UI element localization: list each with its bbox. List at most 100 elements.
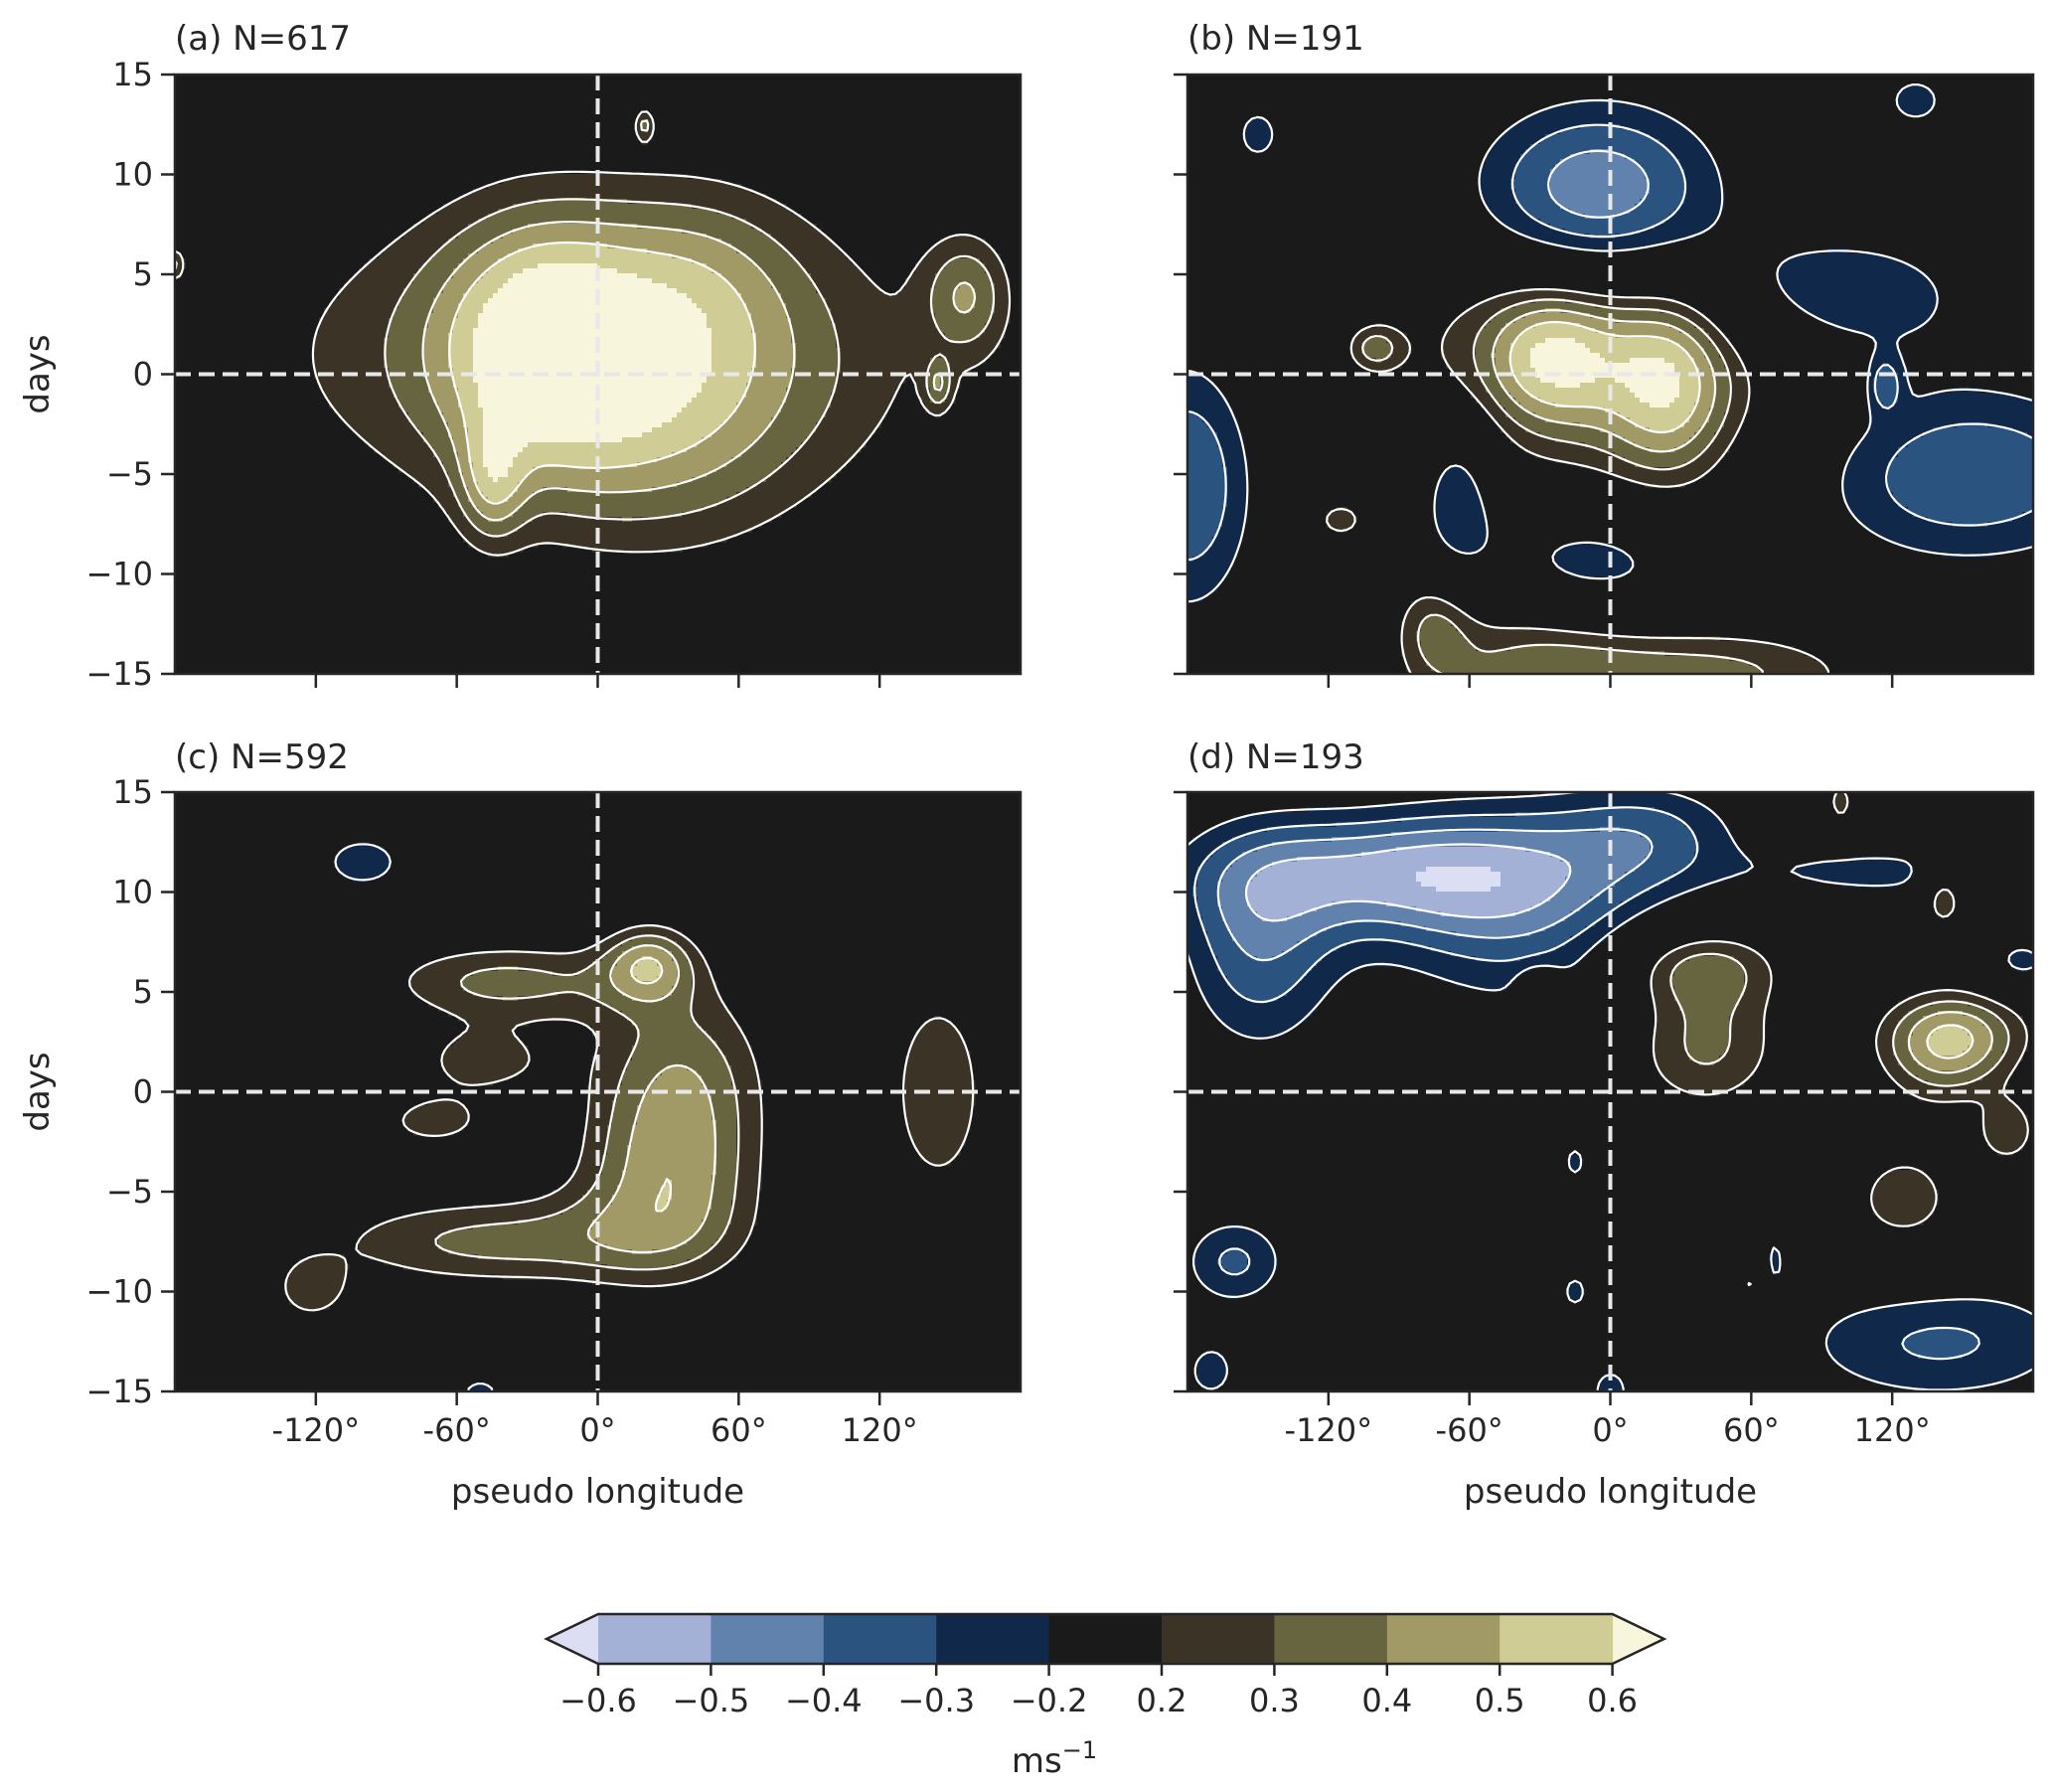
panel-d-xtick-label: 120° bbox=[1854, 1411, 1931, 1449]
panel-d-contours bbox=[1187, 792, 2033, 1391]
panel-a-ticks: 15 10 5 0 −5 −10 −15 bbox=[85, 56, 881, 693]
panel-c-contours bbox=[284, 842, 976, 1391]
colorbar-cell bbox=[823, 1614, 937, 1664]
panel-a-plot bbox=[173, 73, 1023, 676]
contour-line-pos-0p4 bbox=[1907, 1011, 1993, 1074]
panel-c-title: (c) N=592 bbox=[175, 737, 349, 777]
colorbar-cell bbox=[1500, 1614, 1614, 1664]
panel-c-filled-contours bbox=[284, 842, 976, 1391]
colorbar-cells bbox=[544, 1612, 1667, 1666]
colorbar-cell bbox=[936, 1614, 1050, 1664]
contour-line-pos-0p5 bbox=[448, 241, 756, 505]
panel-d-plot bbox=[1185, 790, 2035, 1393]
panel-c-xtick-label: -120° bbox=[272, 1411, 361, 1449]
panel-d: (d) N=193 -120° -60° 0° 60° 120° pseudo long… bbox=[1174, 737, 2035, 1512]
panel-d-xtick-label: 60° bbox=[1723, 1411, 1780, 1449]
panel-a-contour-lines bbox=[175, 110, 1012, 557]
panel-d-xtick-label: -120° bbox=[1285, 1411, 1373, 1449]
colorbar-tick-label: 0.4 bbox=[1361, 1682, 1412, 1719]
contour-line-pos-0p3 bbox=[175, 119, 996, 538]
contour-line-pos-0p4 bbox=[586, 944, 716, 1254]
panel-c-ytick-label: 5 bbox=[133, 973, 153, 1011]
colorbar: −0.6 −0.5 −0.4 −0.3 −0.2 0.2 0.3 0.4 0.5 0.6 ms−1 bbox=[544, 1612, 1667, 1781]
colorbar-cell bbox=[1274, 1614, 1388, 1664]
contour-line-neg-0p2 bbox=[334, 843, 494, 1391]
colorbar-tick-label: −0.4 bbox=[785, 1682, 863, 1719]
panel-a-title: (a) N=617 bbox=[175, 19, 351, 59]
panel-c-ytick-label: −10 bbox=[85, 1273, 153, 1311]
contour-line-neg-0p2 bbox=[1187, 792, 2033, 1391]
panel-b-filled-contours bbox=[1187, 84, 2033, 674]
panel-c-ylabel: days bbox=[18, 1052, 58, 1131]
panel-a: (a) N=617 15 10 5 0 −5 −10 −15 days bbox=[18, 19, 1023, 693]
colorbar-cell bbox=[1386, 1614, 1501, 1664]
colorbar-cell bbox=[1162, 1614, 1275, 1664]
panel-a-ytick-label: 10 bbox=[112, 156, 153, 194]
panel-a-ytick-label: 15 bbox=[112, 56, 153, 93]
panel-c-ytick-label: 10 bbox=[112, 874, 153, 911]
panel-b-title: (b) N=191 bbox=[1187, 19, 1364, 59]
contour-line-pos-0p3 bbox=[1361, 298, 1765, 674]
colorbar-unit-exp: −1 bbox=[1062, 1736, 1097, 1764]
colorbar-tick-label: −0.2 bbox=[1011, 1682, 1088, 1719]
panel-b-plot bbox=[1185, 73, 2035, 676]
panel-b-ticks bbox=[1174, 73, 1894, 688]
panel-c-ytick-label: 0 bbox=[133, 1073, 153, 1111]
panel-c-ticks: -120° -60° 0° 60° 120° 15 10 5 0 −5 −10 −15 bbox=[85, 773, 917, 1449]
panel-a-ytick-label: −15 bbox=[85, 655, 153, 693]
panel-c-xtick-label: 0° bbox=[579, 1411, 615, 1449]
colorbar-tick-label: 0.3 bbox=[1249, 1682, 1300, 1719]
contour-line-neg-0p5 bbox=[1244, 843, 1572, 922]
contour-line-neg-0p3 bbox=[1193, 806, 1980, 1361]
panel-c-xtick-label: 120° bbox=[842, 1411, 918, 1449]
panel-c-contour-lines bbox=[284, 843, 975, 1391]
contour-line-pos-0p2 bbox=[284, 924, 975, 1312]
colorbar-cell bbox=[1048, 1614, 1163, 1664]
contour-line-pos-0p5 bbox=[630, 956, 673, 1213]
panel-c-xlabel: pseudo longitude bbox=[451, 1472, 744, 1512]
panel-d-title: (d) N=193 bbox=[1187, 737, 1364, 777]
panel-c: (c) N=592 -120° -60° 0° 60° 120° 15 10 5 0 −5 −10 −… bbox=[18, 737, 1023, 1512]
panel-a-ytick-label: −5 bbox=[106, 455, 153, 493]
panel-d-contour-lines bbox=[1187, 792, 2033, 1391]
colorbar-tick-label: 0.6 bbox=[1587, 1682, 1638, 1719]
panel-a-ylabel: days bbox=[18, 334, 58, 413]
panel-c-ytick-label: −5 bbox=[106, 1173, 153, 1211]
panel-d-filled-contours bbox=[1187, 792, 2033, 1391]
colorbar-tick-label: 0.2 bbox=[1137, 1682, 1187, 1719]
contour-line-pos-0p2 bbox=[1326, 287, 1830, 674]
panel-c-ytick-label: −15 bbox=[85, 1373, 153, 1410]
contour-line-neg-0p4 bbox=[1216, 828, 1654, 962]
panel-b: (b) N=191 bbox=[1174, 19, 2035, 688]
colorbar-unit-base: ms bbox=[1012, 1741, 1062, 1781]
panel-c-xtick-label: 60° bbox=[711, 1411, 767, 1449]
colorbar-tick-label: −0.6 bbox=[559, 1682, 637, 1719]
contour-line-pos-0p4 bbox=[1492, 309, 1717, 674]
colorbar-under-extension bbox=[547, 1614, 598, 1664]
contour-line-pos-0p5 bbox=[1926, 1024, 1975, 1059]
panel-d-xtick-label: -60° bbox=[1436, 1411, 1503, 1449]
contour-line-pos-0p3 bbox=[1669, 952, 2010, 1087]
colorbar-tick-label: −0.3 bbox=[897, 1682, 975, 1719]
colorbar-unit: ms−1 bbox=[1012, 1736, 1097, 1781]
panel-c-ytick-label: 15 bbox=[112, 773, 153, 811]
contour-line-neg-0p3 bbox=[1187, 123, 2033, 562]
colorbar-ticks: −0.6 −0.5 −0.4 −0.3 −0.2 0.2 0.3 0.4 0.5 0.6 bbox=[559, 1664, 1638, 1719]
panel-a-ytick-label: 5 bbox=[133, 255, 153, 293]
colorbar-tick-label: 0.5 bbox=[1475, 1682, 1525, 1719]
contour-line-pos-0p3 bbox=[434, 934, 740, 1271]
colorbar-tick-label: −0.5 bbox=[673, 1682, 750, 1719]
panel-c-plot bbox=[173, 790, 1023, 1393]
panel-c-xtick-label: -60° bbox=[423, 1411, 491, 1449]
panel-a-ytick-label: −10 bbox=[85, 556, 153, 593]
colorbar-over-extension bbox=[1612, 1614, 1664, 1664]
panel-d-ticks: -120° -60° 0° 60° 120° bbox=[1174, 790, 1931, 1449]
colorbar-cell bbox=[598, 1614, 711, 1664]
colorbar-cell bbox=[711, 1614, 825, 1664]
panel-d-xtick-label: 0° bbox=[1592, 1411, 1628, 1449]
contour-line-pos-0p2 bbox=[175, 110, 1012, 557]
contour-line-pos-0p4 bbox=[421, 221, 977, 522]
panel-d-xlabel: pseudo longitude bbox=[1464, 1472, 1757, 1512]
panel-a-ytick-label: 0 bbox=[133, 356, 153, 394]
